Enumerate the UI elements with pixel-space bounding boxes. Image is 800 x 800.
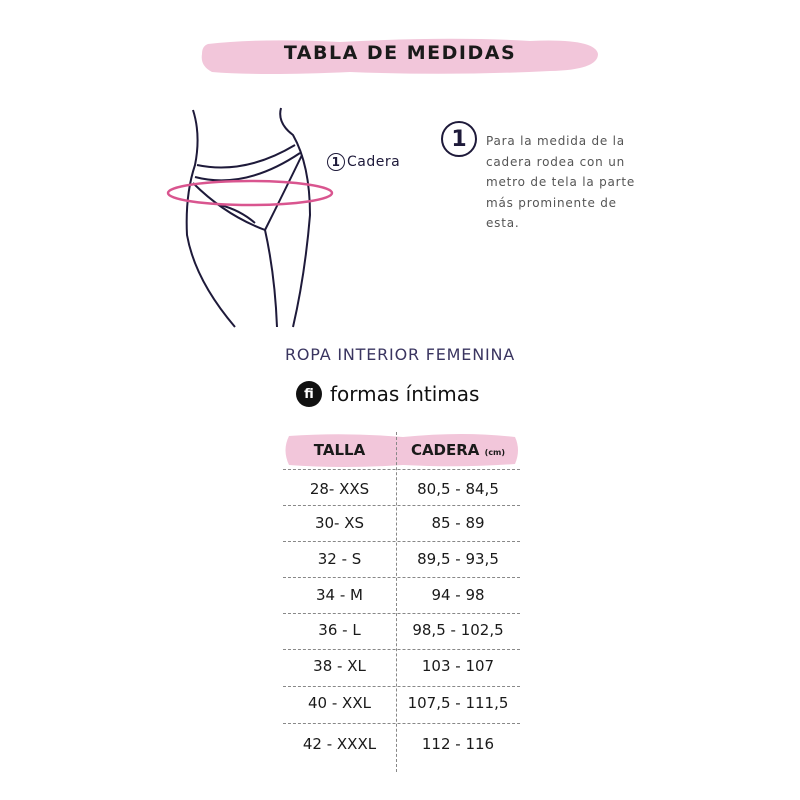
cadera-cell: 85 - 89 (431, 514, 485, 532)
row-divider (283, 577, 520, 578)
header-cadera-label: CADERA (410, 441, 480, 459)
row-divider (283, 723, 520, 724)
hip-tape-ellipse (166, 179, 334, 207)
title-brush-background (201, 38, 598, 74)
header-cadera-unit: (cm) (484, 448, 506, 457)
row-divider (283, 686, 520, 687)
talla-cell: 40 - XXL (308, 694, 371, 712)
brand-logo: fi (296, 381, 322, 407)
row-divider (283, 469, 520, 470)
table-row: 34 - M 94 - 98 (283, 577, 520, 613)
marker-text: Cadera (347, 154, 401, 170)
table-row: 28- XXS 80,5 - 84,5 (283, 471, 520, 507)
talla-cell: 34 - M (316, 586, 363, 604)
talla-cell: 32 - S (317, 550, 362, 568)
cadera-cell: 80,5 - 84,5 (417, 480, 499, 498)
row-divider (283, 613, 520, 614)
talla-cell: 30- XS (314, 514, 365, 532)
table-header-brush (285, 434, 518, 467)
cadera-cell: 107,5 - 111,5 (407, 694, 509, 712)
talla-cell: 42 - XXXL (302, 735, 377, 753)
table-row: 38 - XL 103 - 107 (283, 648, 520, 684)
category-subtitle: ROPA INTERIOR FEMENINA (285, 345, 515, 364)
table-row: 42 - XXXL 112 - 116 (283, 726, 520, 762)
brand: fi formas íntimas (296, 381, 479, 407)
table-row: 40 - XXL 107,5 - 111,5 (283, 685, 520, 721)
row-divider (283, 541, 520, 542)
table-row: 30- XS 85 - 89 (283, 505, 520, 541)
instruction-number: 1 (441, 121, 477, 157)
brand-name: formas íntimas (330, 382, 480, 406)
cadera-cell: 94 - 98 (431, 586, 485, 604)
hip-marker-label: 1 Cadera (327, 153, 400, 171)
cadera-cell: 112 - 116 (421, 735, 495, 753)
page-title: TABLA DE MEDIDAS (283, 42, 517, 64)
talla-cell: 38 - XL (313, 657, 366, 675)
instruction-text: Para la medida de la cadera rodea con un… (486, 134, 636, 230)
table-row: 32 - S 89,5 - 93,5 (283, 541, 520, 577)
talla-cell: 36 - L (318, 621, 361, 639)
cadera-cell: 98,5 - 102,5 (412, 621, 504, 639)
header-talla: TALLA (313, 441, 366, 459)
header-cadera: CADERA (cm) (396, 441, 520, 459)
talla-cell: 28- XXS (309, 480, 370, 498)
hip-measurement-illustration (166, 107, 334, 328)
row-divider (283, 649, 520, 650)
cadera-cell: 89,5 - 93,5 (417, 550, 499, 568)
table-row: 36 - L 98,5 - 102,5 (283, 612, 520, 648)
column-divider (396, 432, 397, 772)
row-divider (283, 505, 520, 506)
cadera-cell: 103 - 107 (421, 657, 495, 675)
marker-number: 1 (327, 153, 345, 171)
